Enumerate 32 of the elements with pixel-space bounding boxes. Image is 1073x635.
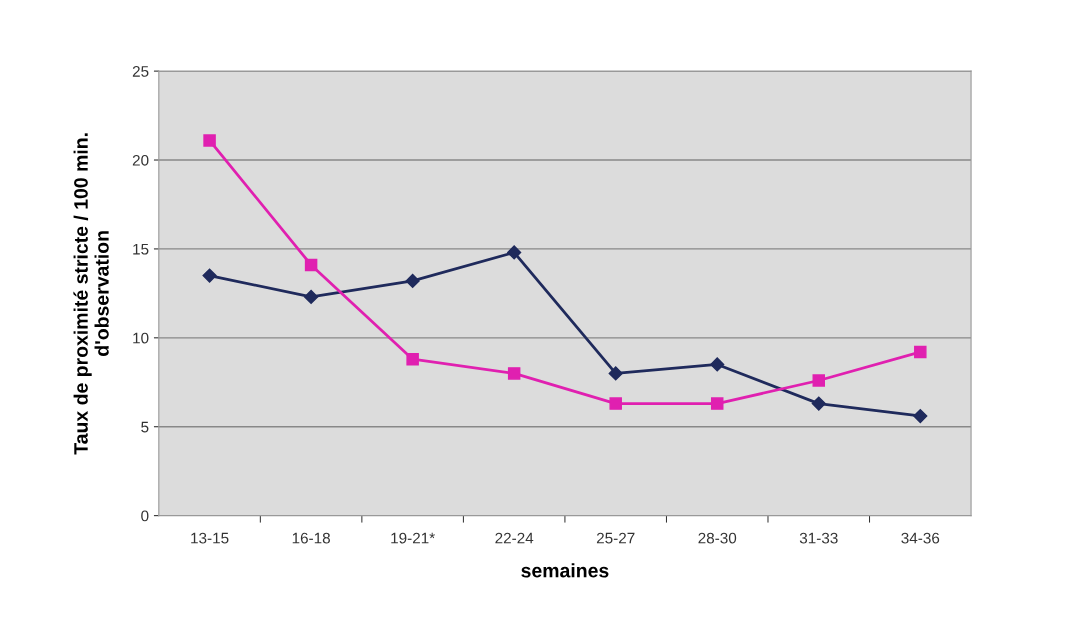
point	[811, 396, 826, 411]
x-tick-label: 16-18	[292, 532, 330, 544]
point	[507, 245, 522, 260]
x-tick-label: 31-33	[799, 532, 838, 544]
y-tick-label: 0	[141, 510, 149, 522]
point	[914, 345, 927, 359]
x-tick-label: 13-15	[191, 532, 229, 544]
y-tick-label: 20	[132, 154, 149, 166]
point	[203, 134, 216, 147]
point	[507, 367, 521, 380]
y-tick-label: 15	[133, 243, 149, 255]
point	[202, 268, 217, 283]
point	[304, 289, 319, 305]
x-tick-label: 34-36	[901, 532, 940, 544]
point	[406, 352, 419, 366]
y-tick-label: 5	[141, 421, 149, 433]
x-tick-label: 19-21*	[391, 532, 435, 544]
x-tick-label: 22-24	[495, 532, 534, 544]
point	[608, 366, 623, 381]
y-tick-label: 25	[132, 65, 149, 77]
point	[405, 273, 420, 289]
point	[710, 397, 724, 410]
x-axis-title: semaines	[521, 563, 609, 578]
y-axis-title: Taux de proximité stricte / 100 min. d'observation	[73, 133, 109, 455]
point	[304, 258, 318, 272]
x-tick-label: 28-30	[698, 532, 737, 544]
point	[710, 357, 725, 372]
point	[812, 374, 826, 387]
x-tick-label: 25-27	[596, 532, 635, 544]
y-tick-label: 10	[133, 332, 149, 344]
point	[913, 408, 928, 424]
point	[609, 397, 622, 410]
